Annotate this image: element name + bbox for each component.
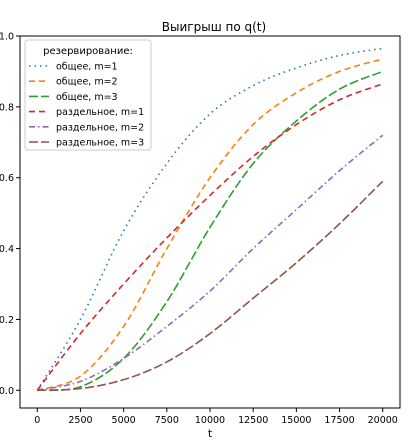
x-tick-label: 2500 <box>68 415 92 426</box>
x-tick-label: 0 <box>34 415 40 426</box>
x-axis: 0 2500 5000 7500 10000 12500 15000 17500 20000 <box>34 408 398 426</box>
legend-label-3: общее, m=3 <box>56 92 118 103</box>
x-tick-label: 5000 <box>112 415 136 426</box>
y-tick-label: 0.2 <box>0 315 14 326</box>
legend-label-6: раздельное, m=3 <box>56 138 144 149</box>
x-tick-label: 15000 <box>281 415 311 426</box>
y-tick-label: 0.4 <box>0 244 14 255</box>
x-tick-label: 20000 <box>368 415 398 426</box>
y-tick-label: 0.8 <box>0 102 14 113</box>
series-line-5 <box>37 134 384 392</box>
legend-label-4: раздельное, m=1 <box>56 107 144 118</box>
series-layer <box>36 47 384 392</box>
y-tick-label: 1.0 <box>0 32 14 43</box>
x-tick-label: 12500 <box>238 415 268 426</box>
legend-label-2: общее, m=2 <box>56 77 118 88</box>
x-axis-label: t <box>208 427 213 440</box>
legend-label-5: раздельное, m=2 <box>56 122 144 133</box>
legend-label-1: общее, m=1 <box>56 62 118 73</box>
legend-title: резервирование: <box>43 46 133 57</box>
legend-box <box>24 39 152 151</box>
y-tick-label: 0.0 <box>0 386 14 397</box>
y-tick-label: 0.6 <box>0 173 14 184</box>
legend-items: общее, m=1 общее, m=2 общее, m=3 раздельное… <box>29 62 144 149</box>
chart-title: Выигрыш по q(t) <box>162 20 266 34</box>
series-line-4 <box>36 83 384 391</box>
series-line-2 <box>37 58 383 392</box>
series-line-3 <box>37 70 384 392</box>
x-tick-label: 10000 <box>195 415 225 426</box>
y-axis: 0.0 0.2 0.4 0.6 0.8 1.0 <box>0 32 20 397</box>
series-line-6 <box>37 180 384 392</box>
x-tick-label: 7500 <box>155 415 179 426</box>
series-line-1 <box>36 47 383 391</box>
x-tick-label: 17500 <box>324 415 354 426</box>
